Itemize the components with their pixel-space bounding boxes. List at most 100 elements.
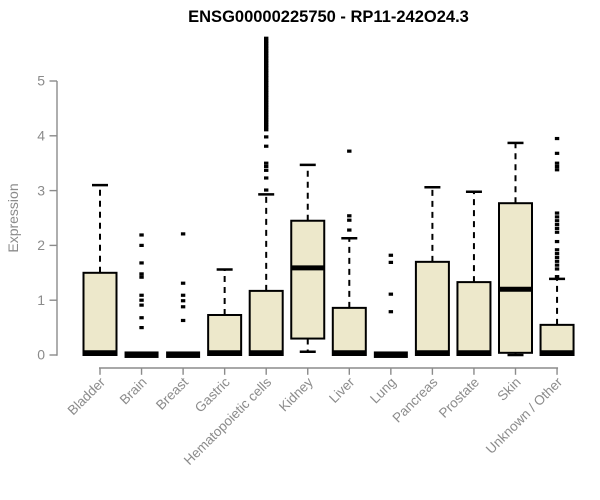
x-tick-label-bladder: Bladder xyxy=(65,374,109,418)
x-tick-label-liver: Liver xyxy=(326,374,358,406)
chart-title: ENSG00000225750 - RP11-242O24.3 xyxy=(188,8,469,26)
outlier-point-hematopoietic-cells xyxy=(264,118,269,122)
box-skin xyxy=(498,202,533,354)
outlier-point-hematopoietic-cells xyxy=(264,176,269,180)
collapsed-box-breast xyxy=(166,351,201,358)
outlier-point-hematopoietic-cells xyxy=(264,68,269,73)
outlier-point-hematopoietic-cells xyxy=(264,95,269,100)
box-pancreas xyxy=(414,260,450,356)
x-tick-label-kidney: Kidney xyxy=(276,374,316,414)
box-prostate xyxy=(456,281,492,356)
x-tick-label-breast: Breast xyxy=(153,374,191,412)
outlier-point-hematopoietic-cells xyxy=(264,54,269,58)
outlier-point-unknown-other xyxy=(554,215,560,219)
outlier-point-hematopoietic-cells xyxy=(264,85,269,90)
outlier-point-hematopoietic-cells xyxy=(264,103,269,107)
box-unknown-other xyxy=(539,323,575,356)
outlier-point-hematopoietic-cells xyxy=(264,64,269,68)
outlier-point-unknown-other xyxy=(554,255,560,260)
outlier-point-hematopoietic-cells xyxy=(264,120,269,124)
outlier-point-hematopoietic-cells xyxy=(264,83,269,87)
box-hematopoietic-cells xyxy=(248,289,284,356)
outlier-point-hematopoietic-cells xyxy=(264,81,269,85)
outlier-point-breast xyxy=(180,232,186,236)
x-tick-label-skin: Skin xyxy=(494,375,523,404)
outlier-point-hematopoietic-cells xyxy=(264,56,269,60)
y-tick-label-0: 0 xyxy=(37,347,45,363)
collapsed-box-lung xyxy=(373,351,408,358)
outlier-point-brain xyxy=(139,316,144,320)
outlier-point-hematopoietic-cells xyxy=(264,46,269,50)
outlier-point-brain xyxy=(139,293,144,297)
outlier-point-brain xyxy=(139,303,144,307)
outlier-point-hematopoietic-cells xyxy=(264,123,269,127)
outlier-point-hematopoietic-cells xyxy=(264,110,269,114)
x-tick-label-prostate: Prostate xyxy=(436,375,482,421)
outlier-point-liver xyxy=(347,214,352,218)
outlier-point-unknown-other xyxy=(554,248,560,252)
y-tick-label-3: 3 xyxy=(37,182,45,198)
outlier-point-brain xyxy=(139,233,144,237)
outlier-point-lung xyxy=(388,310,394,314)
outlier-point-unknown-other xyxy=(554,267,560,271)
outlier-point-unknown-other xyxy=(554,226,560,231)
outlier-point-hematopoietic-cells xyxy=(264,73,269,78)
outlier-point-unknown-other xyxy=(554,263,560,267)
outlier-point-hematopoietic-cells xyxy=(264,59,269,63)
outlier-point-hematopoietic-cells xyxy=(264,128,269,132)
outlier-point-breast xyxy=(180,318,186,323)
outlier-point-hematopoietic-cells xyxy=(264,161,269,165)
outlier-point-unknown-other xyxy=(554,136,560,141)
outlier-point-hematopoietic-cells xyxy=(264,108,269,112)
outlier-point-hematopoietic-cells xyxy=(264,164,269,169)
outlier-point-hematopoietic-cells xyxy=(264,49,269,53)
outlier-point-unknown-other xyxy=(554,230,560,234)
box-liver xyxy=(331,306,367,357)
outlier-point-hematopoietic-cells xyxy=(264,93,269,97)
outlier-point-breast xyxy=(180,299,186,303)
outlier-point-hematopoietic-cells xyxy=(264,66,269,70)
outlier-point-unknown-other xyxy=(554,239,560,244)
outlier-point-hematopoietic-cells xyxy=(264,51,269,55)
outlier-point-hematopoietic-cells xyxy=(264,71,269,75)
outlier-point-hematopoietic-cells xyxy=(264,90,269,95)
collapsed-box-brain xyxy=(124,351,159,358)
x-tick-label-gastric: Gastric xyxy=(192,374,233,415)
outlier-point-hematopoietic-cells xyxy=(264,168,269,172)
outlier-point-liver xyxy=(347,218,352,222)
outlier-point-breast xyxy=(180,305,186,309)
outlier-point-hematopoietic-cells xyxy=(264,41,269,45)
outlier-point-hematopoietic-cells xyxy=(264,88,269,92)
outlier-point-unknown-other xyxy=(554,164,560,169)
outlier-point-breast xyxy=(180,281,186,285)
outlier-point-hematopoietic-cells xyxy=(264,115,269,119)
outlier-point-hematopoietic-cells xyxy=(264,36,269,40)
outlier-point-brain xyxy=(139,261,144,265)
x-tick-label-unknown-other: Unknown / Other xyxy=(483,374,566,457)
outlier-point-unknown-other xyxy=(554,252,560,256)
box-kidney xyxy=(290,219,326,340)
outlier-point-breast xyxy=(180,293,186,297)
outlier-point-liver xyxy=(347,228,352,232)
outlier-point-unknown-other xyxy=(554,151,560,155)
outlier-point-unknown-other xyxy=(554,259,560,263)
outlier-point-brain xyxy=(139,272,144,276)
outlier-point-unknown-other xyxy=(554,211,560,215)
outlier-point-hematopoietic-cells xyxy=(264,144,269,148)
outlier-point-unknown-other xyxy=(554,275,560,279)
outlier-point-hematopoietic-cells xyxy=(264,105,269,109)
outlier-point-brain xyxy=(139,326,144,330)
outlier-point-lung xyxy=(388,292,394,296)
outlier-point-hematopoietic-cells xyxy=(264,135,269,139)
outlier-point-brain xyxy=(139,243,144,247)
outlier-point-unknown-other xyxy=(554,222,560,227)
outlier-point-hematopoietic-cells xyxy=(264,78,269,83)
outlier-point-hematopoietic-cells xyxy=(264,113,269,117)
outlier-point-unknown-other xyxy=(554,161,560,165)
outlier-point-hematopoietic-cells xyxy=(264,125,269,129)
x-tick-label-pancreas: Pancreas xyxy=(390,374,441,425)
box-bladder xyxy=(82,271,118,356)
outlier-point-liver xyxy=(347,149,352,153)
